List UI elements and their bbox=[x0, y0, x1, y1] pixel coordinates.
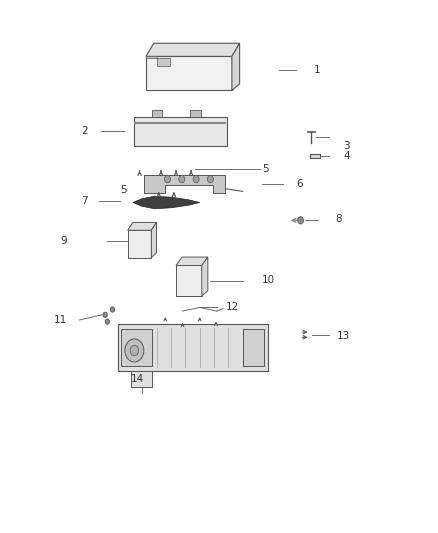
Polygon shape bbox=[151, 222, 156, 257]
Polygon shape bbox=[118, 324, 268, 372]
Polygon shape bbox=[121, 329, 152, 366]
Circle shape bbox=[130, 345, 139, 356]
Text: 12: 12 bbox=[226, 302, 239, 312]
Polygon shape bbox=[144, 175, 226, 193]
Circle shape bbox=[193, 175, 199, 183]
Polygon shape bbox=[202, 257, 208, 296]
Circle shape bbox=[208, 175, 213, 183]
Text: 5: 5 bbox=[120, 185, 127, 196]
Text: 11: 11 bbox=[53, 315, 67, 325]
Polygon shape bbox=[176, 257, 208, 265]
Circle shape bbox=[164, 175, 170, 183]
Bar bbox=[134, 117, 226, 146]
Circle shape bbox=[125, 339, 144, 362]
Polygon shape bbox=[243, 329, 264, 366]
Text: 13: 13 bbox=[337, 331, 350, 341]
Text: 9: 9 bbox=[60, 236, 67, 246]
Circle shape bbox=[298, 216, 304, 224]
Bar bbox=[190, 110, 201, 117]
Text: 14: 14 bbox=[131, 374, 144, 384]
Bar bbox=[152, 110, 162, 117]
Text: 10: 10 bbox=[262, 274, 275, 285]
Text: 7: 7 bbox=[81, 196, 88, 206]
Polygon shape bbox=[128, 222, 156, 230]
Polygon shape bbox=[128, 230, 151, 257]
Text: 3: 3 bbox=[343, 141, 350, 151]
Text: 1: 1 bbox=[314, 64, 320, 75]
Polygon shape bbox=[131, 372, 152, 387]
Circle shape bbox=[179, 175, 185, 183]
Circle shape bbox=[103, 312, 107, 317]
Text: 6: 6 bbox=[297, 179, 303, 189]
Polygon shape bbox=[146, 56, 170, 66]
Circle shape bbox=[110, 307, 115, 312]
Circle shape bbox=[105, 319, 110, 324]
Text: 5: 5 bbox=[262, 165, 268, 174]
Polygon shape bbox=[232, 43, 240, 91]
Text: 4: 4 bbox=[343, 151, 350, 161]
Polygon shape bbox=[146, 43, 240, 56]
Bar bbox=[146, 56, 232, 91]
Bar bbox=[310, 154, 320, 158]
Text: 8: 8 bbox=[335, 214, 342, 224]
Polygon shape bbox=[176, 265, 202, 296]
Text: 2: 2 bbox=[81, 126, 88, 136]
Polygon shape bbox=[133, 196, 200, 209]
